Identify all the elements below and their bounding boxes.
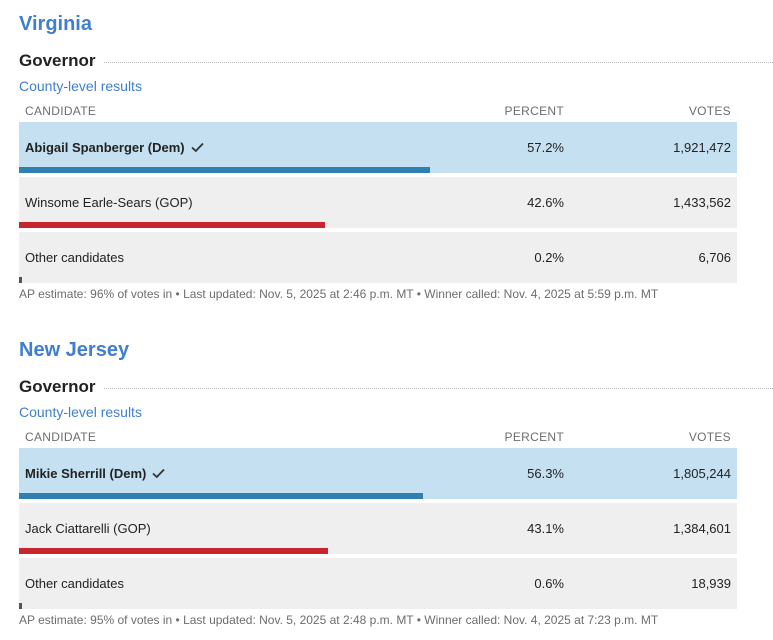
candidate-name: Mikie Sherrill (Dem) bbox=[25, 466, 147, 481]
candidate-row: Winsome Earle-Sears (GOP) 42.6% 1,433,56… bbox=[19, 177, 737, 228]
results-table: CANDIDATE PERCENT VOTES Mikie Sherrill (… bbox=[19, 426, 737, 609]
header-votes: VOTES bbox=[688, 104, 731, 118]
race-new-jersey: New Jersey Governor County-level results… bbox=[19, 336, 773, 629]
county-level-results-link[interactable]: County-level results bbox=[19, 404, 142, 420]
results-footnote: AP estimate: 96% of votes in • Last upda… bbox=[19, 287, 659, 301]
candidate-percent: 57.2% bbox=[527, 140, 564, 155]
candidate-votes: 1,433,562 bbox=[673, 195, 731, 210]
state-title: New Jersey bbox=[19, 339, 130, 361]
candidate-row: Abigail Spanberger (Dem) 57.2% 1,921,472 bbox=[19, 122, 737, 173]
candidate-percent: 42.6% bbox=[527, 195, 564, 210]
candidate-percent: 0.2% bbox=[534, 250, 564, 265]
vote-share-bar bbox=[19, 493, 424, 499]
candidate-name: Other candidates bbox=[25, 576, 125, 591]
candidate-percent: 0.6% bbox=[534, 576, 564, 591]
vote-share-bar bbox=[19, 277, 22, 283]
state-title: Virginia bbox=[19, 13, 92, 35]
candidate-votes: 6,706 bbox=[698, 250, 731, 265]
candidate-row: Jack Ciattarelli (GOP) 43.1% 1,384,601 bbox=[19, 503, 737, 554]
candidate-votes: 1,384,601 bbox=[673, 521, 731, 536]
office-title: Governor bbox=[19, 377, 96, 396]
header-votes: VOTES bbox=[688, 430, 731, 444]
candidate-percent: 56.3% bbox=[527, 466, 564, 481]
candidate-votes: 18,939 bbox=[691, 576, 731, 591]
header-percent: PERCENT bbox=[504, 104, 564, 118]
header-candidate: CANDIDATE bbox=[25, 430, 97, 444]
header-candidate: CANDIDATE bbox=[25, 104, 97, 118]
candidate-votes: 1,921,472 bbox=[673, 140, 731, 155]
divider bbox=[103, 387, 773, 389]
candidate-name: Jack Ciattarelli (GOP) bbox=[25, 521, 151, 536]
candidate-percent: 43.1% bbox=[527, 521, 564, 536]
table-header: CANDIDATE PERCENT VOTES bbox=[19, 426, 737, 448]
vote-share-bar bbox=[19, 548, 329, 554]
vote-share-bar bbox=[19, 167, 430, 173]
header-percent: PERCENT bbox=[504, 430, 564, 444]
winner-check-icon bbox=[152, 468, 166, 479]
candidate-row: Mikie Sherrill (Dem) 56.3% 1,805,244 bbox=[19, 448, 737, 499]
candidate-name: Other candidates bbox=[25, 250, 125, 265]
results-footnote: AP estimate: 95% of votes in • Last upda… bbox=[19, 613, 659, 627]
divider bbox=[103, 61, 773, 63]
vote-share-bar bbox=[19, 603, 22, 609]
vote-share-bar bbox=[19, 222, 325, 228]
office-heading: Governor bbox=[19, 50, 773, 72]
county-level-results-link[interactable]: County-level results bbox=[19, 78, 142, 94]
candidate-name: Winsome Earle-Sears (GOP) bbox=[25, 195, 193, 210]
winner-check-icon bbox=[191, 142, 204, 153]
results-table: CANDIDATE PERCENT VOTES Abigail Spanberg… bbox=[19, 100, 737, 283]
table-header: CANDIDATE PERCENT VOTES bbox=[19, 100, 737, 122]
office-heading: Governor bbox=[19, 376, 773, 398]
office-title: Governor bbox=[19, 51, 96, 70]
candidate-row: Other candidates 0.6% 18,939 bbox=[19, 558, 737, 609]
candidate-row: Other candidates 0.2% 6,706 bbox=[19, 232, 737, 283]
race-virginia: Virginia Governor County-level results C… bbox=[19, 10, 773, 303]
candidate-votes: 1,805,244 bbox=[673, 466, 731, 481]
candidate-name: Abigail Spanberger (Dem) bbox=[25, 140, 185, 155]
